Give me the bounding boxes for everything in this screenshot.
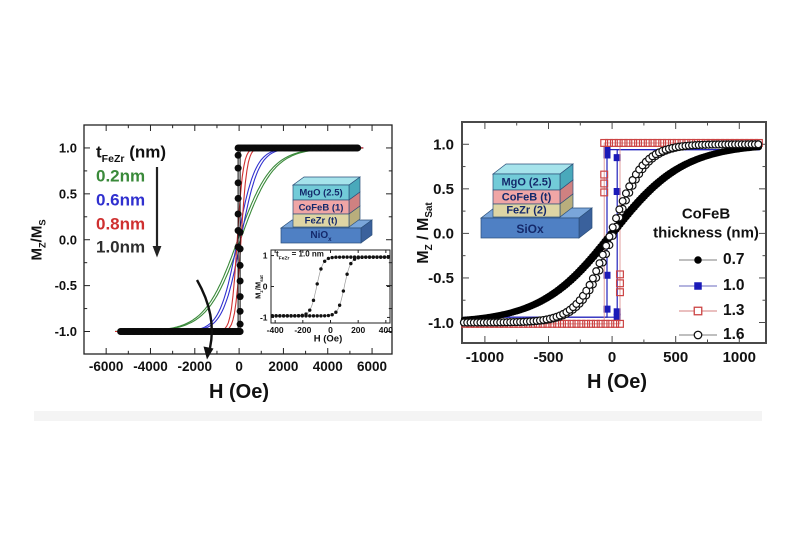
right-main-axes: -1000 -500 0 500 1000 1.0 0.5 0.0 -0.5 -1.0 [428, 121, 767, 366]
left-legend-item: 0.8nm [96, 214, 146, 233]
right-stack-inset [479, 163, 594, 239]
stack-layer-label: SiOx [516, 221, 544, 236]
left-inset-x-tick-label: -400 [267, 325, 284, 335]
left-inset-axes: -400 -200 0 200 400 1 0 -1 [260, 249, 393, 335]
stack-layer-label: FeZr (t) [304, 215, 338, 227]
right-main-x-tick-label: 0 [608, 349, 616, 366]
filled-circle-icon [679, 256, 717, 264]
stack-layer-label: MgO (2.5) [299, 187, 343, 199]
left-inset-x-tick-label: 400 [379, 325, 393, 335]
right-main-y-tick-label: -0.5 [428, 270, 454, 287]
stack-layer-label: CoFeB (t) [501, 191, 552, 203]
right-main-x-tick-label: 500 [663, 349, 688, 366]
left-main-x-tick-label: 2000 [268, 359, 298, 374]
left-main-x-tick-label: -2000 [178, 359, 213, 374]
left-inset-x-tick-label: 0 [328, 325, 333, 335]
open-square-icon [679, 306, 717, 316]
right-main-y-tick-label: -1.0 [428, 315, 454, 332]
left-y-axis-label: MZ/MS [28, 219, 48, 261]
stack-layer-label: CoFeB (1) [298, 201, 344, 213]
left-main-y-tick-label: 0.5 [59, 186, 77, 201]
left-main-x-tick-label: 4000 [313, 359, 343, 374]
left-main-x-tick-label: 6000 [357, 359, 387, 374]
left-inset-y-tick-label: 0 [263, 281, 268, 291]
right-x-axis-label: H (Oe) [587, 371, 647, 393]
left-main-y-tick-label: 1.0 [59, 140, 77, 155]
left-legend-item: 0.2nm [96, 166, 146, 186]
right-legend-item: 1.6 [678, 326, 745, 344]
right-legend-item: 1.0 [678, 277, 745, 295]
right-legend-title-line2: thickness (nm) [653, 224, 759, 242]
right-main-y-tick-label: 0.5 [433, 181, 454, 198]
left-main-x-tick-label: -6000 [89, 359, 124, 374]
left-main-series-tFeZr1.0nm [117, 144, 362, 336]
left-inset-series-tFeZr1.0nm [270, 255, 390, 318]
left-inset-x-tick-label: 200 [351, 325, 365, 335]
left-inset-x-axis-label: H (Oe) [313, 333, 343, 345]
legend-thickness-arrow [152, 167, 162, 258]
stack-layer-label: NiOx [310, 230, 332, 243]
left-stack-inset [279, 176, 374, 244]
right-y-axis-label: MZ / MSat [415, 202, 436, 264]
stack-layer-label: MgO (2.5) [501, 176, 552, 188]
figure-bottom-edge-shadow [34, 411, 762, 421]
right-main-series-1.6 [459, 140, 763, 327]
left-main-x-tick-label: 0 [235, 359, 243, 374]
increasing-thickness-arrow [195, 279, 214, 360]
left-x-axis-label: H (Oe) [209, 381, 269, 403]
left-legend-item: 1.0nm [96, 237, 146, 256]
stack-layer-label: FeZr (2) [506, 204, 547, 217]
left-main-y-tick-label: -0.5 [55, 278, 77, 293]
left-main-x-tick-label: -4000 [133, 359, 168, 374]
left-inset-title: tFeZr = 1.0 nm [276, 249, 324, 262]
right-main-x-tick-label: -1000 [466, 349, 504, 366]
left-main-y-tick-label: 0.0 [59, 232, 77, 247]
left-inset-y-tick-label: 1 [263, 251, 268, 261]
filled-square-icon [679, 281, 717, 290]
right-main-x-tick-label: -500 [533, 349, 563, 366]
right-main-x-tick-label: 1000 [723, 349, 756, 366]
right-main-y-tick-label: 1.0 [433, 137, 454, 154]
left-inset-y-tick-label: -1 [260, 312, 268, 322]
right-main-y-tick-label: 0.0 [433, 226, 454, 243]
left-legend-title: tFeZr (nm) [96, 142, 167, 165]
left-main-axes: -6000 -4000 -2000 0 2000 4000 60001.00.50.0-0.… [55, 124, 393, 374]
left-main-y-tick-label: -1.0 [55, 324, 77, 339]
right-legend-item: 1.3 [678, 302, 745, 320]
right-legend-title-line1: CoFeB [681, 205, 731, 223]
left-legend-item: 0.6nm [96, 190, 146, 210]
left-inset-y-axis-label: Mz/Msat [253, 275, 264, 299]
right-legend-item: 0.7 [678, 251, 745, 269]
open-circle-icon [679, 330, 717, 340]
left-inset-x-tick-label: -200 [294, 325, 311, 335]
